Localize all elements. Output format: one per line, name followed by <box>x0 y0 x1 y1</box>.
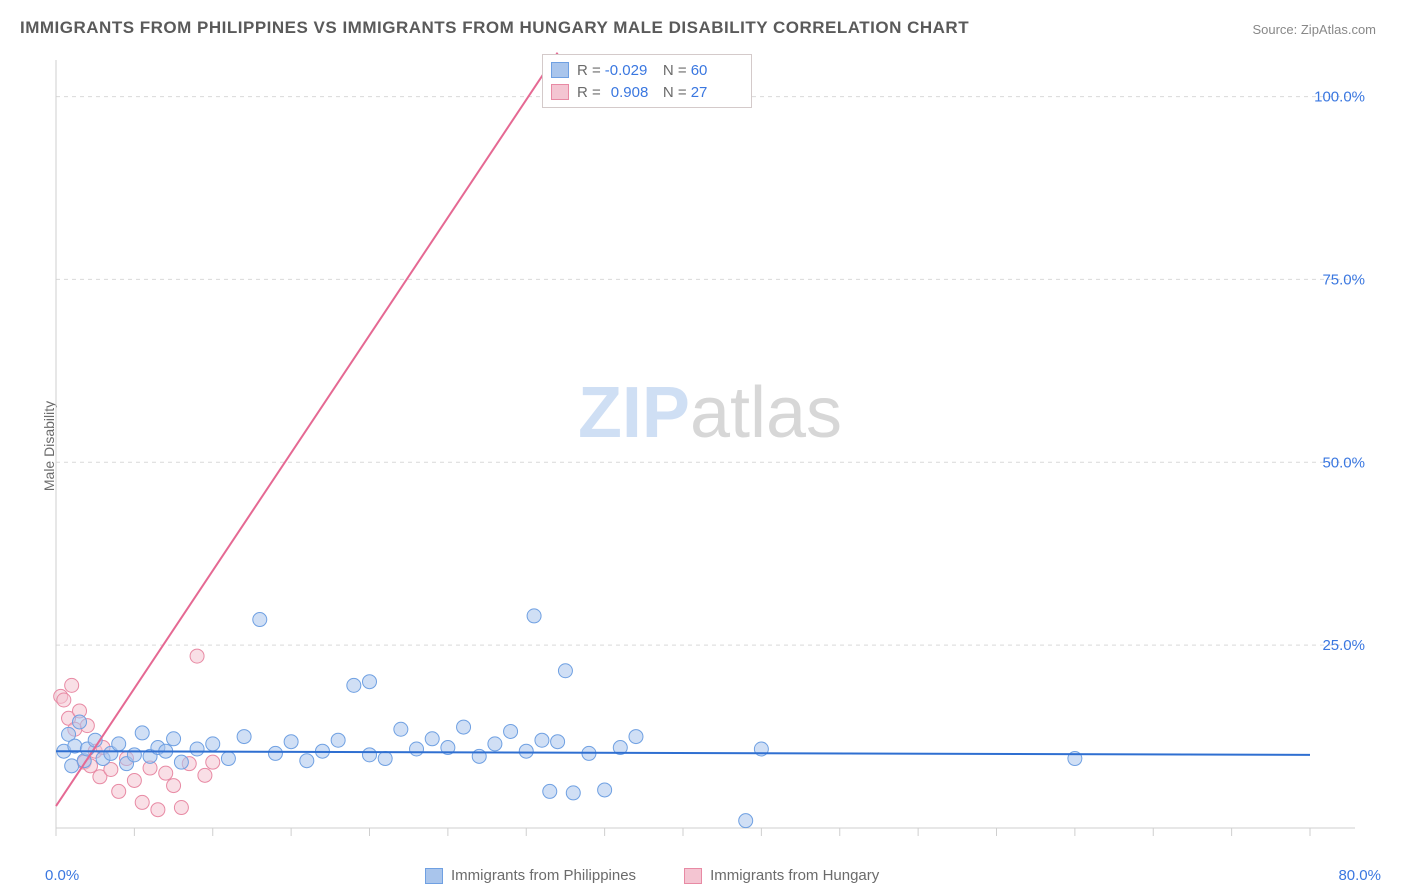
x-axis-min-label: 0.0% <box>45 867 79 884</box>
legend-item-philippines: Immigrants from Philippines <box>425 867 636 884</box>
legend-label-hungary: Immigrants from Hungary <box>710 867 879 884</box>
svg-text:50.0%: 50.0% <box>1322 454 1365 471</box>
scatter-plot-svg: 25.0% 50.0% 75.0% 100.0% <box>50 50 1370 840</box>
bottom-legend: Immigrants from Philippines Immigrants f… <box>425 867 879 884</box>
legend-swatch-hungary <box>684 868 702 884</box>
legend-swatch-philippines <box>425 868 443 884</box>
legend-item-hungary: Immigrants from Hungary <box>684 867 879 884</box>
n-value-hungary: 27 <box>691 84 741 101</box>
legend-label-philippines: Immigrants from Philippines <box>451 867 636 884</box>
r-value-hungary: 0.908 <box>605 84 655 101</box>
stats-row-philippines: R = -0.029 N = 60 <box>551 59 741 81</box>
stats-row-hungary: R = 0.908 N = 27 <box>551 81 741 103</box>
swatch-hungary <box>551 84 569 100</box>
r-value-philippines: -0.029 <box>605 62 655 79</box>
n-value-philippines: 60 <box>691 62 741 79</box>
svg-text:100.0%: 100.0% <box>1314 89 1365 106</box>
stats-box: R = -0.029 N = 60 R = 0.908 N = 27 <box>542 54 752 108</box>
chart-title: IMMIGRANTS FROM PHILIPPINES VS IMMIGRANT… <box>20 18 969 38</box>
stats-text: R = -0.029 N = 60 <box>577 62 741 79</box>
svg-text:25.0%: 25.0% <box>1322 637 1365 654</box>
source-label: Source: ZipAtlas.com <box>1252 22 1376 37</box>
svg-text:75.0%: 75.0% <box>1322 271 1365 288</box>
chart-area: ZIPatlas 25.0%50.0%75.0%100.0% <box>50 50 1370 840</box>
swatch-philippines <box>551 62 569 78</box>
stats-text: R = 0.908 N = 27 <box>577 84 741 101</box>
x-axis-max-label: 80.0% <box>1338 867 1381 884</box>
